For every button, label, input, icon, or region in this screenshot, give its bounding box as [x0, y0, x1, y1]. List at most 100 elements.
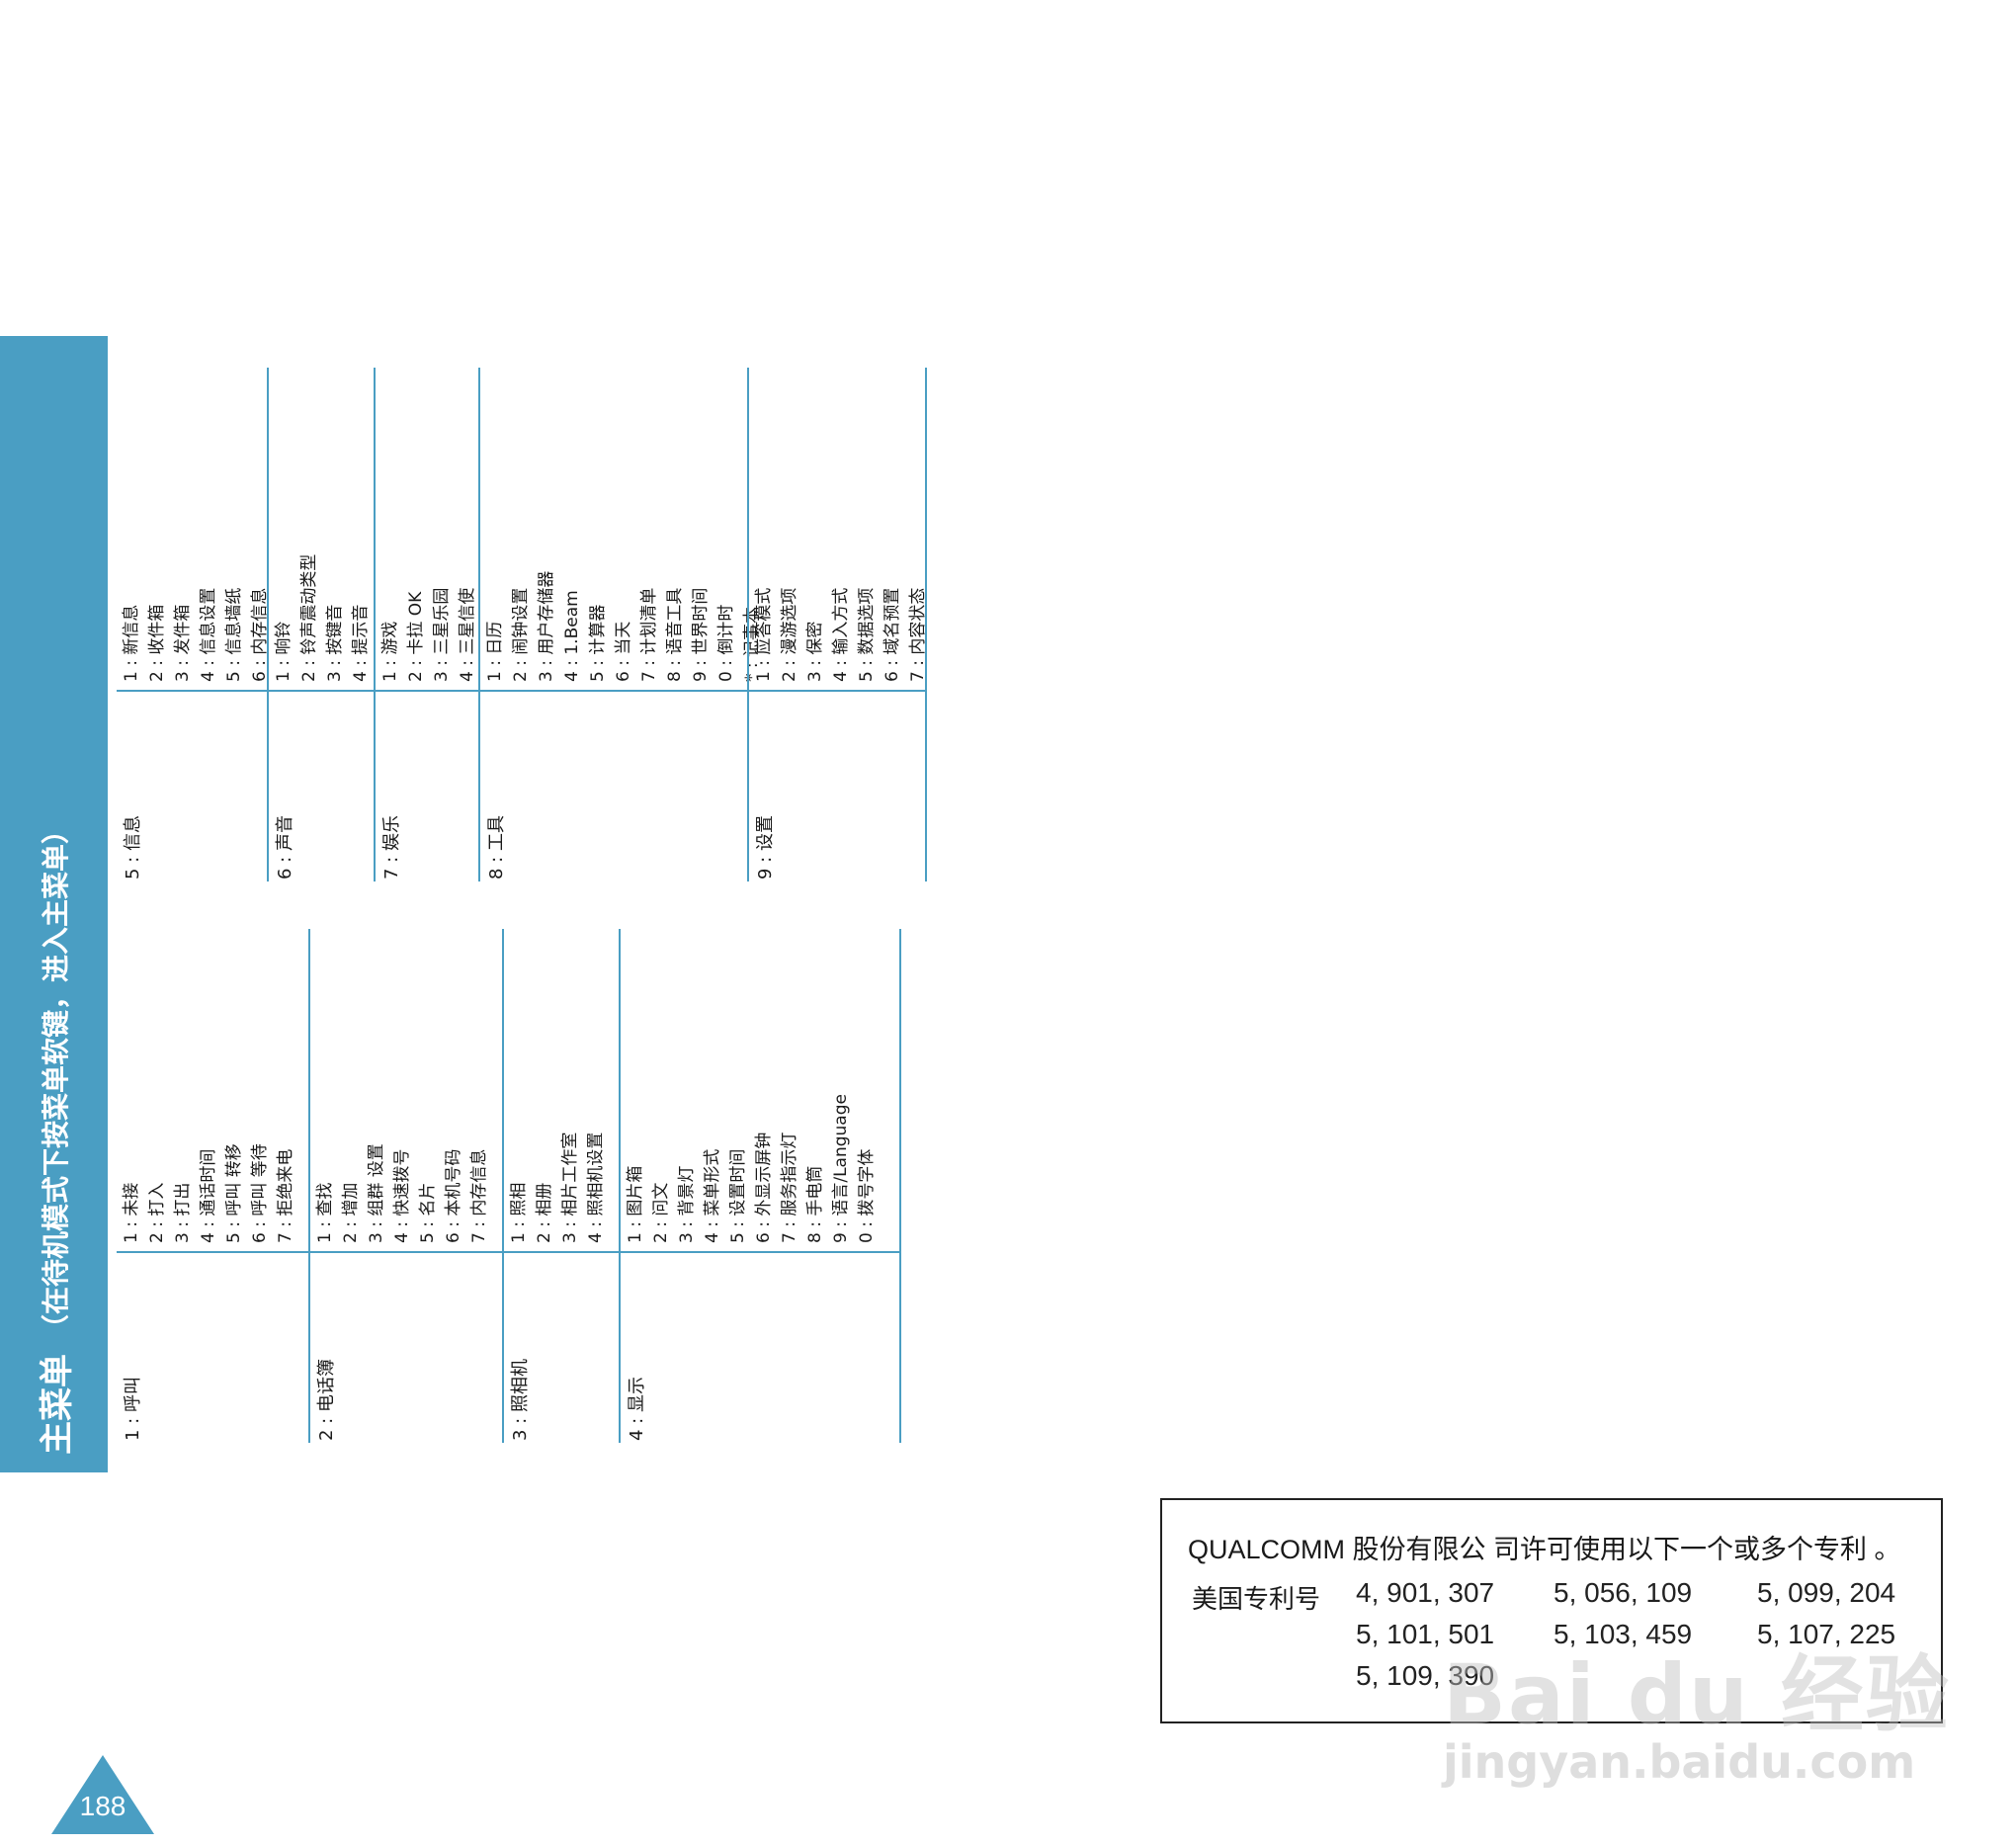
menu-item-list: 1 : 查找 2 : 增加 3 : 组群 设置 4 : 快速拨号 5 : 名片 6 : 本… [312, 929, 492, 1243]
menu-category: 4 : 显示 [627, 1377, 647, 1441]
menu-item: 3 : 按键音 [325, 604, 345, 682]
column-divider [480, 690, 749, 692]
menu-item: 1 : 应答模式 [754, 587, 774, 682]
menu-item: 1 : 图片箱 [626, 1165, 645, 1243]
patent-number: 5, 101, 501 [1356, 1619, 1495, 1649]
column-divider [269, 690, 376, 692]
menu-item: 4 : 1.Beam [562, 590, 582, 682]
menu-item: 9 : 语言/Language [831, 1094, 851, 1243]
menu-item: 2 : 卡拉 OK [406, 591, 426, 682]
menu-item: 8 : 手电筒 [805, 1165, 825, 1243]
menu-category: 1 : 呼叫 [123, 1377, 143, 1441]
menu-item: 4 : 提示音 [351, 604, 371, 682]
watermark-url: jingyan.baidu.com [1443, 1735, 1916, 1789]
patent-number: 4, 901, 307 [1356, 1577, 1495, 1608]
menu-item: 3 : 组群 设置 [367, 1143, 386, 1243]
menu-item: 2 : 铃声震动类型 [299, 553, 319, 682]
patent-number: 5, 109, 390 [1356, 1660, 1495, 1691]
menu-item: 7 : 拒绝来电 [276, 1148, 295, 1243]
menu-item-list: 1 : 日历 2 : 闹钟设置 3 : 用户存储器 4 : 1.Beam 5 : 计算器… [482, 368, 765, 682]
patent-number: 5, 103, 459 [1554, 1619, 1693, 1649]
menu-item: 7 : 服务指示灯 [780, 1132, 799, 1243]
row-rule [899, 929, 901, 1443]
column-divider [117, 1251, 310, 1253]
patent-number: 5, 099, 204 [1757, 1577, 1896, 1608]
menu-item: 3 : 三星乐园 [432, 587, 452, 682]
menu-item: 8 : 语音工具 [665, 587, 685, 682]
menu-category: 5 : 信息 [123, 815, 143, 880]
watermark: Bai du 经验 jingyan.baidu.com [1443, 1629, 1957, 1797]
watermark-brand: Bai du 经验 [1443, 1646, 1951, 1743]
column-divider [117, 690, 269, 692]
menu-item: 6 : 本机号码 [444, 1148, 463, 1243]
menu-tree-left: 1 : 呼叫 1 : 未接 2 : 打入 3 : 打出 4 : 通话时间 5 : 呼叫 转… [117, 929, 901, 1443]
menu-item: 7 : 计划清单 [639, 587, 659, 682]
menu-item: 1 : 响铃 [274, 621, 294, 682]
patent-number: 5, 107, 225 [1757, 1619, 1896, 1649]
menu-item-list: 1 : 响铃 2 : 铃声震动类型 3 : 按键音 4 : 提示音 [271, 368, 374, 682]
menu-item: 5 : 计算器 [588, 604, 608, 682]
patent-number: 5, 056, 109 [1554, 1577, 1693, 1608]
menu-section: 4 : 显示 1 : 图片箱 2 : 问文 3 : 背景灯 4 : 菜单形式 5 : 设置… [621, 929, 901, 1443]
menu-item: 2 : 增加 [341, 1182, 361, 1243]
menu-item: 4 : 输入方式 [831, 587, 851, 682]
section-title-bar: 主菜单 （在待机模式下按菜单软键，进入主菜单） [0, 336, 108, 1472]
menu-item: 1 : 查找 [315, 1182, 335, 1243]
menu-section: 3 : 照相机 1 : 照相 2 : 相册 3 : 相片工作室 4 : 照相机设置 [504, 929, 621, 1443]
column-divider [310, 1251, 504, 1253]
page-title: 主菜单 [38, 1354, 77, 1455]
menu-tree-right: 5 : 信息 1 : 新信息 2 : 收件箱 3 : 发件箱 4 : 信息设置 5 : 信… [117, 368, 928, 881]
menu-category: 3 : 照相机 [510, 1359, 531, 1441]
menu-section: 7 : 娱乐 1 : 游戏 2 : 卡拉 OK 3 : 三星乐园 4 : 三星信使 [376, 368, 480, 881]
menu-item: 0 : 倒计时 [716, 604, 736, 682]
menu-item: 1 : 照相 [509, 1182, 529, 1243]
menu-item: 3 : 保密 [805, 621, 825, 682]
menu-item: 6 : 域名预置 [882, 587, 902, 682]
menu-item: 2 : 收件箱 [147, 604, 167, 682]
menu-item: 2 : 问文 [651, 1182, 671, 1243]
menu-section: 5 : 信息 1 : 新信息 2 : 收件箱 3 : 发件箱 4 : 信息设置 5 : 信… [117, 368, 270, 881]
menu-item: 2 : 漫游选项 [780, 587, 799, 682]
column-divider [749, 690, 927, 692]
menu-item-list: 1 : 新信息 2 : 收件箱 3 : 发件箱 4 : 信息设置 5 : 信息墙纸 6 :… [119, 368, 273, 682]
menu-category: 9 : 设置 [755, 815, 776, 880]
menu-item: 6 : 呼叫 等待 [250, 1143, 270, 1243]
menu-category: 2 : 电话簿 [316, 1359, 337, 1441]
menu-item: 6 : 外显示屏钟 [754, 1132, 774, 1243]
triangle-icon [51, 1755, 154, 1834]
menu-item: 1 : 游戏 [380, 621, 400, 682]
menu-item: 1 : 未接 [122, 1182, 141, 1243]
menu-item: 4 : 快速拨号 [392, 1148, 412, 1243]
menu-item: 7 : 内容状态 [908, 587, 928, 682]
menu-item: 4 : 信息设置 [199, 587, 218, 682]
menu-category: 8 : 工具 [486, 815, 507, 880]
page-subtitle: （在待机模式下按菜单软键，进入主菜单） [39, 815, 72, 1342]
menu-item: 3 : 背景灯 [677, 1165, 697, 1243]
menu-item: 5 : 呼叫 转移 [224, 1143, 244, 1243]
menu-section: 1 : 呼叫 1 : 未接 2 : 打入 3 : 打出 4 : 通话时间 5 : 呼叫 转… [117, 929, 310, 1443]
page-number: 188 [79, 1791, 126, 1821]
row-rule [925, 368, 927, 881]
menu-item: 4 : 菜单形式 [703, 1148, 722, 1243]
menu-item: 9 : 世界时间 [691, 587, 711, 682]
menu-item-list: 1 : 应答模式 2 : 漫游选项 3 : 保密 4 : 输入方式 5 : 数据选项 6 … [751, 368, 931, 682]
column-divider [504, 1251, 621, 1253]
menu-item: 1 : 新信息 [122, 604, 141, 682]
section-title: 主菜单 （在待机模式下按菜单软键，进入主菜单） [0, 336, 108, 1472]
menu-item: 4 : 通话时间 [199, 1148, 218, 1243]
page-number-marker: 188 [51, 1755, 154, 1834]
menu-item: 1 : 日历 [485, 621, 505, 682]
menu-item: 4 : 三星信使 [458, 587, 477, 682]
menu-item: 3 : 相片工作室 [560, 1132, 580, 1243]
menu-item: 4 : 照相机设置 [586, 1132, 606, 1243]
menu-section: 8 : 工具 1 : 日历 2 : 闹钟设置 3 : 用户存储器 4 : 1.Beam 5… [480, 368, 762, 881]
menu-category: 7 : 娱乐 [381, 815, 402, 880]
column-divider [376, 690, 480, 692]
menu-item: 2 : 打入 [147, 1182, 167, 1243]
menu-item: 7 : 内存信息 [469, 1148, 489, 1243]
menu-item-list: 1 : 图片箱 2 : 问文 3 : 背景灯 4 : 菜单形式 5 : 设置时间 6 : … [623, 929, 880, 1243]
patent-label: 美国专利号 [1192, 1585, 1321, 1615]
menu-item: 5 : 名片 [418, 1182, 438, 1243]
menu-item-list: 1 : 照相 2 : 相册 3 : 相片工作室 4 : 照相机设置 [506, 929, 609, 1243]
menu-item: 5 : 数据选项 [857, 587, 877, 682]
